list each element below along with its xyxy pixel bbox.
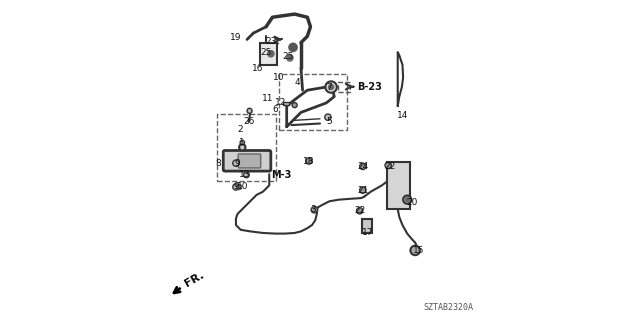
Text: 10: 10 — [237, 182, 248, 191]
Text: 16: 16 — [252, 63, 264, 73]
Text: 2: 2 — [237, 125, 243, 134]
Circle shape — [292, 103, 297, 108]
Text: 22: 22 — [384, 162, 396, 171]
Circle shape — [237, 184, 242, 189]
Circle shape — [287, 55, 293, 61]
Text: 5: 5 — [326, 117, 332, 126]
Bar — [260, 43, 277, 65]
Text: 10: 10 — [273, 73, 285, 82]
Circle shape — [356, 208, 363, 214]
Text: 11: 11 — [262, 94, 273, 103]
Circle shape — [410, 246, 420, 255]
Text: 26: 26 — [243, 117, 254, 126]
Text: M-3: M-3 — [271, 170, 291, 180]
Bar — [362, 219, 372, 233]
Text: SZTAB2320A: SZTAB2320A — [424, 303, 474, 312]
Text: 7: 7 — [326, 83, 332, 92]
Text: 4: 4 — [295, 78, 301, 87]
Circle shape — [405, 198, 409, 202]
Text: 3: 3 — [311, 205, 317, 214]
Text: 14: 14 — [397, 111, 408, 120]
Circle shape — [240, 140, 244, 145]
FancyBboxPatch shape — [238, 154, 260, 168]
Text: 24: 24 — [357, 162, 369, 171]
Text: 22: 22 — [354, 206, 365, 215]
Circle shape — [385, 162, 392, 169]
Text: 20: 20 — [406, 198, 418, 207]
Bar — [387, 162, 410, 209]
Circle shape — [247, 108, 252, 113]
Text: 21: 21 — [357, 186, 369, 195]
Circle shape — [324, 114, 331, 120]
Text: 15: 15 — [413, 246, 424, 255]
Circle shape — [306, 158, 312, 164]
Circle shape — [311, 207, 317, 213]
Circle shape — [233, 184, 239, 190]
Text: 8: 8 — [216, 159, 221, 168]
Circle shape — [403, 196, 412, 204]
Text: 9: 9 — [233, 182, 239, 191]
Bar — [217, 114, 276, 180]
Text: 25: 25 — [260, 48, 272, 57]
Circle shape — [360, 163, 366, 170]
FancyBboxPatch shape — [223, 150, 271, 171]
Text: 17: 17 — [362, 228, 373, 237]
Circle shape — [244, 172, 249, 178]
Circle shape — [325, 81, 337, 93]
Circle shape — [360, 187, 366, 193]
Text: 19: 19 — [230, 33, 242, 42]
Text: 1: 1 — [239, 138, 245, 147]
Text: FR.: FR. — [183, 270, 205, 289]
Text: B-23: B-23 — [357, 82, 382, 92]
Text: 12: 12 — [275, 99, 286, 108]
Circle shape — [239, 144, 246, 150]
Circle shape — [328, 84, 333, 90]
Bar — [283, 102, 289, 105]
Circle shape — [268, 51, 274, 57]
Circle shape — [233, 160, 239, 166]
Bar — [339, 82, 351, 92]
Text: 13: 13 — [239, 170, 251, 179]
Text: 25: 25 — [283, 52, 294, 61]
Circle shape — [289, 43, 297, 52]
Text: 18: 18 — [303, 157, 315, 166]
Text: 23: 23 — [265, 36, 276, 45]
Text: 6: 6 — [273, 105, 278, 114]
Text: 9: 9 — [235, 159, 241, 168]
Bar — [279, 74, 347, 130]
